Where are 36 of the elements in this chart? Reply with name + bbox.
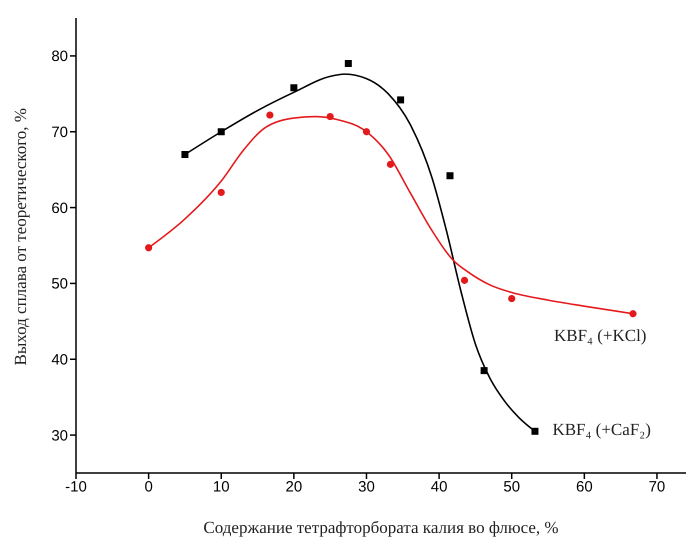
x-tick-label: 20 (286, 478, 302, 496)
x-axis-title: Содержание тетрафторбората калия во флюсе, % (203, 518, 559, 537)
point (362, 128, 370, 136)
point (480, 367, 488, 374)
point (145, 244, 152, 252)
x-tick-label: 60 (576, 478, 593, 496)
x-tick-label: 40 (430, 478, 448, 496)
point (460, 276, 468, 284)
series-label: KBF₄ (+KCl) (554, 326, 646, 346)
y-tick-label: 70 (51, 124, 68, 142)
point (266, 111, 274, 119)
y-tick-label: 50 (51, 276, 68, 293)
x-tick-label: 10 (212, 478, 230, 496)
point (508, 294, 516, 302)
point (344, 60, 352, 67)
point (290, 84, 298, 92)
point (218, 188, 225, 196)
point (326, 112, 334, 120)
y-tick-label: 30 (51, 427, 68, 444)
y-tick-label: 80 (51, 48, 68, 66)
point (218, 128, 225, 136)
point (386, 160, 394, 168)
point (181, 151, 188, 158)
point (629, 310, 637, 318)
x-tick-label: -10 (65, 478, 87, 496)
x-tick-label: 30 (358, 478, 375, 496)
y-tick-label: 40 (51, 352, 68, 369)
point (397, 96, 404, 104)
y-axis-title: Выход сплава от теоретического, % (11, 108, 30, 366)
x-tick-label: 70 (648, 478, 666, 496)
point (446, 172, 454, 180)
x-tick-label: 50 (503, 478, 520, 496)
x-tick-label: 0 (144, 478, 153, 496)
series-label: KBF₄ (+CaF₂) (552, 420, 651, 439)
y-tick-label: 60 (51, 200, 68, 217)
point (531, 428, 538, 435)
